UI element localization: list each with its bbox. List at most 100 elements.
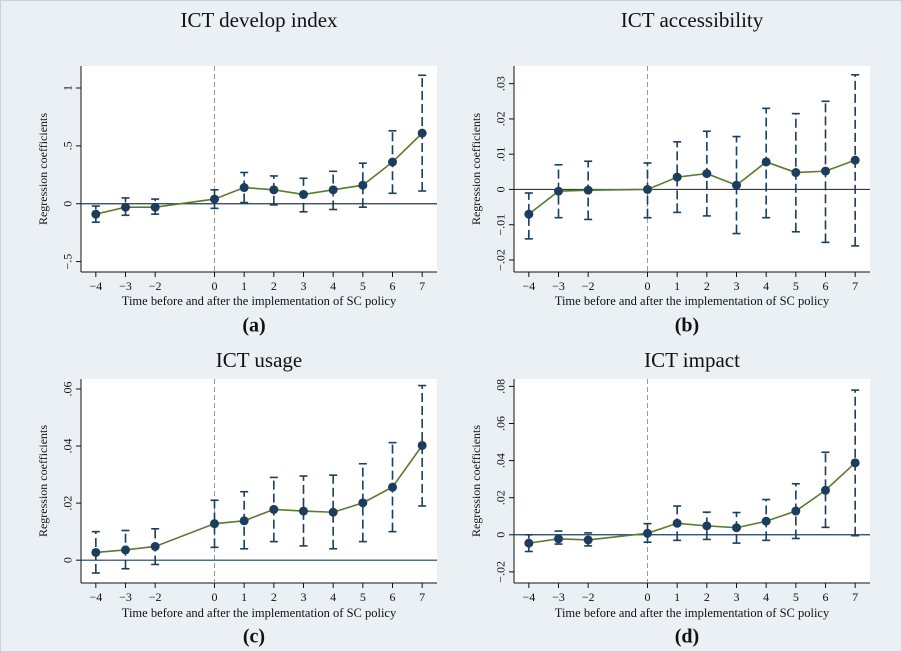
- x-tick-label: −4: [89, 590, 102, 604]
- point: [210, 519, 219, 529]
- x-tick-label: 5: [360, 590, 366, 604]
- y-axis-label: Regression coefficients: [36, 425, 50, 537]
- y-tick-label: −.02: [494, 249, 508, 271]
- point: [583, 535, 593, 545]
- x-tick-label: 3: [734, 279, 740, 293]
- y-axis-label: Regression coefficients: [469, 425, 483, 537]
- x-tick-label: 3: [301, 279, 307, 293]
- point: [150, 202, 160, 212]
- point: [524, 209, 534, 219]
- plot-area: [514, 379, 870, 583]
- y-tick-label: 1: [61, 85, 75, 91]
- plot-area: [81, 66, 437, 272]
- panel-title: ICT usage: [216, 348, 303, 372]
- point: [554, 534, 563, 544]
- y-tick-label: .06: [494, 416, 508, 431]
- x-tick-label: 3: [301, 590, 307, 604]
- x-tick-label: 4: [763, 590, 769, 604]
- x-tick-label: 4: [330, 590, 336, 604]
- x-tick-label: −4: [522, 279, 535, 293]
- point: [672, 518, 682, 528]
- x-tick-label: 4: [763, 279, 769, 293]
- x-tick-label: 5: [360, 279, 366, 293]
- point: [210, 194, 219, 204]
- point: [121, 545, 130, 555]
- point: [299, 506, 308, 516]
- x-tick-label: −2: [149, 590, 162, 604]
- y-tick-label: −.02: [494, 561, 508, 583]
- x-tick-label: −4: [522, 590, 535, 604]
- panel-title: ICT accessibility: [621, 8, 764, 32]
- point: [239, 516, 249, 526]
- point: [850, 458, 860, 468]
- point: [91, 547, 101, 557]
- x-tick-label: 1: [674, 590, 680, 604]
- x-axis-label: Time before and after the implementation…: [122, 294, 397, 308]
- x-tick-label: 1: [241, 590, 247, 604]
- x-tick-label: 6: [390, 279, 396, 293]
- point: [121, 202, 130, 212]
- x-tick-label: 7: [419, 279, 425, 293]
- point: [150, 541, 160, 551]
- y-tick-label: .03: [494, 76, 508, 91]
- y-tick-label: .02: [61, 496, 75, 511]
- point: [299, 189, 308, 199]
- y-tick-label: 0: [494, 532, 508, 538]
- point: [417, 440, 427, 450]
- point: [791, 506, 801, 516]
- x-tick-label: 7: [419, 590, 425, 604]
- point: [850, 155, 860, 165]
- x-tick-label: 1: [674, 279, 680, 293]
- x-tick-label: 5: [793, 590, 799, 604]
- y-tick-label: .5: [61, 141, 75, 150]
- point: [672, 172, 682, 182]
- x-tick-label: −3: [119, 590, 132, 604]
- x-tick-label: −2: [582, 279, 595, 293]
- y-tick-label: .04: [494, 453, 508, 468]
- point: [239, 183, 249, 193]
- point: [269, 185, 279, 195]
- x-tick-label: 4: [330, 279, 336, 293]
- point: [358, 498, 368, 508]
- x-tick-label: 7: [852, 590, 858, 604]
- point: [554, 186, 563, 196]
- x-tick-label: 6: [390, 590, 396, 604]
- point: [388, 157, 397, 167]
- x-tick-label: 0: [645, 279, 651, 293]
- x-tick-label: 6: [823, 590, 829, 604]
- point: [524, 538, 534, 548]
- x-tick-label: −3: [119, 279, 132, 293]
- y-tick-label: 0: [61, 201, 75, 207]
- point: [328, 507, 338, 517]
- x-tick-label: −3: [552, 279, 565, 293]
- point: [821, 485, 830, 495]
- y-tick-label: .02: [494, 490, 508, 505]
- x-tick-label: 0: [212, 590, 218, 604]
- y-tick-label: .02: [494, 111, 508, 126]
- point: [91, 209, 101, 219]
- x-tick-label: 0: [645, 590, 651, 604]
- panel-label: (b): [675, 315, 699, 337]
- point: [732, 180, 741, 190]
- point: [761, 516, 771, 526]
- y-tick-label: 0: [61, 557, 75, 563]
- panel-title: ICT develop index: [180, 8, 338, 32]
- y-axis-label: Regression coefficients: [469, 113, 483, 225]
- x-tick-label: 2: [271, 590, 277, 604]
- x-tick-label: 1: [241, 279, 247, 293]
- point: [643, 184, 652, 194]
- point: [761, 157, 771, 167]
- y-tick-label: .04: [61, 439, 75, 454]
- y-tick-label: .08: [494, 379, 508, 394]
- point: [702, 521, 712, 531]
- y-tick-label: .06: [61, 381, 75, 396]
- x-tick-label: 2: [271, 279, 277, 293]
- point: [269, 504, 279, 514]
- point: [417, 128, 427, 138]
- x-tick-label: −3: [552, 590, 565, 604]
- panel-label: (d): [675, 626, 699, 648]
- x-axis-label: Time before and after the implementation…: [555, 294, 830, 308]
- x-axis-label: Time before and after the implementation…: [122, 606, 397, 620]
